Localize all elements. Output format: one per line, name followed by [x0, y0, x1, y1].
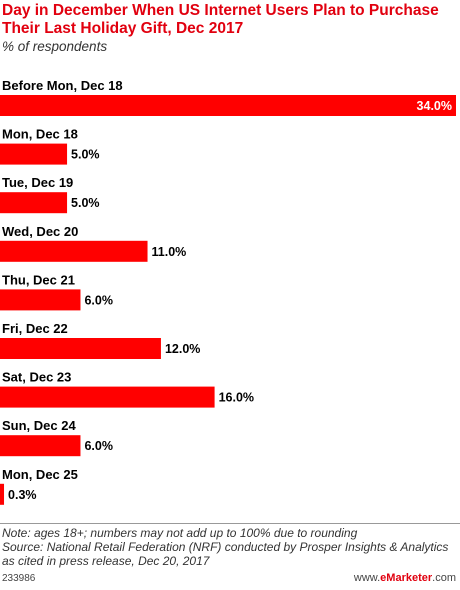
bar — [0, 435, 81, 457]
value-label: 12.0% — [165, 342, 200, 356]
note-text: Note: ages 18+; numbers may not add up t… — [2, 526, 358, 540]
category-label: After Mon, Dec 25 — [2, 515, 112, 516]
category-label: Sun, Dec 24 — [2, 418, 76, 433]
value-label: 5.0% — [71, 148, 100, 162]
category-label: Wed, Dec 20 — [2, 224, 78, 239]
category-label: Tue, Dec 19 — [2, 175, 73, 190]
value-label: 6.0% — [84, 439, 113, 453]
value-label: 5.0% — [71, 196, 100, 210]
bar — [0, 240, 148, 262]
value-label: 11.0% — [152, 245, 187, 259]
chart-id: 233986 — [2, 573, 36, 584]
category-label: Before Mon, Dec 18 — [2, 78, 123, 93]
brand-prefix: www. — [353, 572, 381, 584]
category-label: Mon, Dec 25 — [2, 467, 78, 482]
value-label: 6.0% — [84, 293, 113, 307]
brand-link[interactable]: www.eMarketer.com — [354, 572, 456, 584]
category-label: Thu, Dec 21 — [2, 272, 75, 287]
footnote: Note: ages 18+; numbers may not add up t… — [2, 526, 458, 568]
category-label: Fri, Dec 22 — [2, 321, 68, 336]
bar — [0, 192, 68, 214]
footer-divider — [0, 523, 460, 524]
chart-title: Day in December When US Internet Users P… — [2, 2, 439, 37]
bar — [0, 483, 5, 505]
category-label: Sat, Dec 23 — [2, 370, 71, 385]
bar — [0, 386, 215, 408]
bar — [0, 95, 456, 116]
chart-subtitle: % of respondents — [2, 39, 108, 54]
bar — [0, 143, 68, 165]
brand-name: eMarketer — [380, 572, 433, 584]
bar — [0, 289, 81, 311]
source-text: Source: National Retail Federation (NRF)… — [2, 540, 449, 568]
bar — [0, 338, 161, 359]
value-label: 0.3% — [8, 488, 37, 502]
bar-chart: Before Mon, Dec 18 34.0% Mon, Dec 18 5.0% Tu… — [0, 78, 456, 516]
value-label: 16.0% — [219, 391, 254, 405]
value-label: 34.0% — [417, 99, 452, 113]
brand-suffix: .com — [432, 572, 456, 584]
category-label: Mon, Dec 18 — [2, 127, 78, 142]
